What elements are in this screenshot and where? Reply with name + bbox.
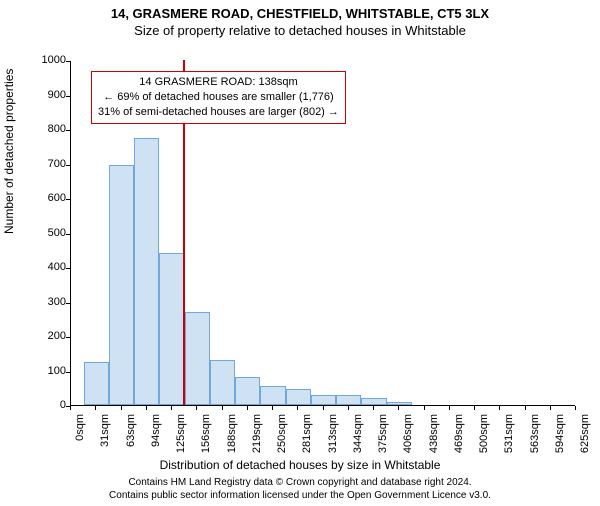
chart-subtitle: Size of property relative to detached ho… (0, 23, 600, 38)
y-tick-label: 100 (30, 365, 66, 377)
annotation-line3: 31% of semi-detached houses are larger (… (98, 105, 339, 120)
x-tick-label: 63sqm (125, 414, 137, 464)
x-tick-label: 625sqm (579, 414, 591, 464)
y-tick-label: 1000 (30, 54, 66, 66)
y-tick-mark (66, 96, 70, 97)
x-tick-label: 438sqm (428, 414, 440, 464)
x-tick-mark (373, 406, 374, 410)
x-tick-label: 0sqm (74, 414, 86, 464)
y-tick-mark (66, 234, 70, 235)
footer-line2: Contains public sector information licen… (0, 490, 600, 503)
y-tick-label: 200 (30, 330, 66, 342)
x-tick-label: 344sqm (352, 414, 364, 464)
histogram-bar (387, 402, 412, 405)
y-axis-label: Number of detached properties (2, 69, 16, 234)
y-tick-mark (66, 61, 70, 62)
chart-container: 14, GRASMERE ROAD, CHESTFIELD, WHITSTABL… (0, 6, 600, 506)
histogram-bar (311, 395, 336, 405)
x-tick-label: 31sqm (99, 414, 111, 464)
x-tick-label: 500sqm (478, 414, 490, 464)
y-tick-label: 500 (30, 227, 66, 239)
annotation-line1: 14 GRASMERE ROAD: 138sqm (98, 75, 339, 90)
title-block: 14, GRASMERE ROAD, CHESTFIELD, WHITSTABL… (0, 6, 600, 38)
x-tick-mark (323, 406, 324, 410)
x-tick-label: 313sqm (327, 414, 339, 464)
y-tick-mark (66, 199, 70, 200)
y-tick-mark (66, 303, 70, 304)
histogram-bar (210, 360, 235, 405)
histogram-bar (84, 362, 109, 405)
x-tick-label: 219sqm (251, 414, 263, 464)
x-tick-label: 125sqm (175, 414, 187, 464)
x-tick-label: 94sqm (150, 414, 162, 464)
plot-area: 14 GRASMERE ROAD: 138sqm ← 69% of detach… (70, 61, 575, 406)
y-tick-mark (66, 372, 70, 373)
histogram-bar (286, 389, 311, 405)
x-tick-label: 563sqm (529, 414, 541, 464)
x-tick-mark (70, 406, 71, 410)
x-tick-mark (171, 406, 172, 410)
x-tick-mark (398, 406, 399, 410)
y-tick-label: 700 (30, 158, 66, 170)
x-tick-mark (348, 406, 349, 410)
x-tick-mark (146, 406, 147, 410)
footer-line1: Contains HM Land Registry data © Crown c… (0, 477, 600, 490)
x-tick-mark (222, 406, 223, 410)
x-tick-label: 375sqm (377, 414, 389, 464)
y-tick-label: 600 (30, 192, 66, 204)
y-tick-label: 0 (30, 399, 66, 411)
histogram-bar (336, 395, 361, 405)
x-tick-mark (575, 406, 576, 410)
x-tick-mark (499, 406, 500, 410)
x-tick-label: 250sqm (276, 414, 288, 464)
y-tick-label: 800 (30, 123, 66, 135)
x-tick-mark (272, 406, 273, 410)
y-tick-mark (66, 268, 70, 269)
y-tick-label: 300 (30, 296, 66, 308)
x-tick-label: 469sqm (453, 414, 465, 464)
x-tick-mark (247, 406, 248, 410)
x-tick-mark (95, 406, 96, 410)
x-tick-label: 281sqm (301, 414, 313, 464)
x-tick-mark (121, 406, 122, 410)
y-tick-mark (66, 130, 70, 131)
x-tick-mark (550, 406, 551, 410)
x-tick-label: 406sqm (402, 414, 414, 464)
y-tick-mark (66, 165, 70, 166)
y-tick-label: 900 (30, 89, 66, 101)
histogram-bar (361, 398, 386, 405)
histogram-bar (235, 377, 260, 405)
x-tick-mark (196, 406, 197, 410)
x-tick-mark (474, 406, 475, 410)
x-tick-mark (449, 406, 450, 410)
histogram-bar (109, 165, 134, 405)
x-tick-label: 531sqm (503, 414, 515, 464)
histogram-bar (134, 138, 159, 405)
y-tick-mark (66, 337, 70, 338)
x-tick-label: 188sqm (226, 414, 238, 464)
x-tick-label: 156sqm (200, 414, 212, 464)
histogram-bar (185, 312, 210, 405)
histogram-bar (159, 253, 184, 405)
histogram-bar (260, 386, 285, 405)
footer-attribution: Contains HM Land Registry data © Crown c… (0, 477, 600, 502)
x-tick-mark (525, 406, 526, 410)
y-tick-label: 400 (30, 261, 66, 273)
chart-title-address: 14, GRASMERE ROAD, CHESTFIELD, WHITSTABL… (0, 6, 600, 21)
x-tick-mark (424, 406, 425, 410)
x-tick-label: 594sqm (554, 414, 566, 464)
annotation-line2: ← 69% of detached houses are smaller (1,… (98, 90, 339, 105)
annotation-box: 14 GRASMERE ROAD: 138sqm ← 69% of detach… (91, 71, 346, 124)
x-tick-mark (297, 406, 298, 410)
